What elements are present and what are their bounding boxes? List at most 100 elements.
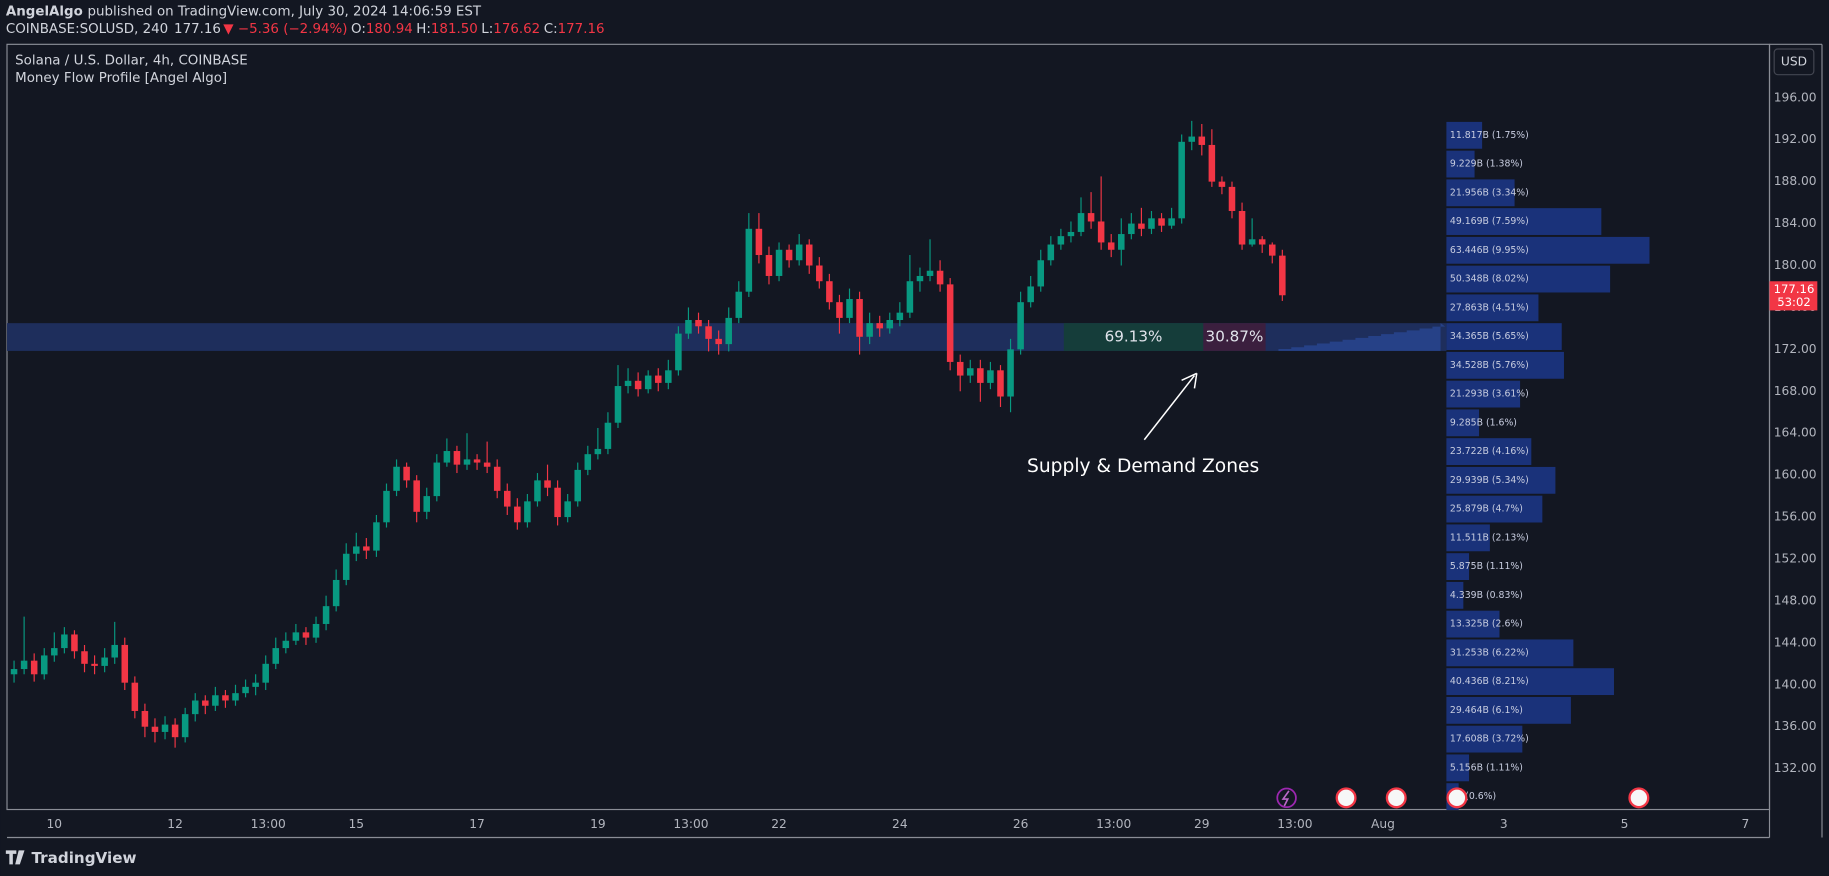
price-tag <box>1769 281 1818 311</box>
candle-body <box>473 459 481 463</box>
ohlc-value: 177.16 <box>558 22 605 37</box>
annotation-arrow <box>1143 375 1196 441</box>
x-tick-label: 3 <box>1500 817 1508 831</box>
profile-bar <box>1446 495 1543 523</box>
candle-body <box>151 726 159 732</box>
candle-body <box>624 380 632 387</box>
candle-body <box>1067 231 1075 237</box>
profile-bar <box>1446 639 1574 667</box>
candle-body <box>1198 136 1206 145</box>
profile-label: 63.446B (9.95%) <box>1450 245 1529 256</box>
zone-split <box>1203 323 1266 351</box>
event-icon[interactable] <box>1335 787 1357 809</box>
candle-body <box>282 640 290 649</box>
last-price: 177.16 <box>174 22 221 37</box>
y-tick-label: 132.00 <box>1774 761 1817 775</box>
published: published on TradingView.com, July 30, 2… <box>87 5 481 20</box>
profile-bar <box>1446 754 1470 782</box>
profile-label: 9.285B (1.6%) <box>1450 417 1517 428</box>
candle-body <box>10 669 18 675</box>
profile-label: 27.863B (4.51%) <box>1450 302 1529 313</box>
candle-body <box>896 312 904 321</box>
author: AngelAlgo <box>6 5 83 20</box>
candle-body <box>564 501 571 518</box>
profile-label: 11.511B (2.13%) <box>1450 532 1529 543</box>
candle-body <box>514 506 521 523</box>
candle-body <box>735 291 743 318</box>
profile-label: 5.156B (1.11%) <box>1450 762 1523 773</box>
profile-bar <box>1446 581 1464 609</box>
event-icons <box>1276 787 1650 809</box>
candle-body <box>363 546 370 551</box>
candle-body <box>1097 221 1105 243</box>
x-tick-label: Aug <box>1371 817 1395 831</box>
y-tick-label: 140.00 <box>1774 677 1817 691</box>
candle-body <box>373 522 380 551</box>
x-tick-label: 10 <box>47 817 63 831</box>
candle-body <box>906 281 914 313</box>
y-tick-label: 136.00 <box>1774 719 1817 733</box>
candle-body <box>111 644 118 658</box>
y-tick-label: 180.00 <box>1774 258 1817 272</box>
profile-bar <box>1446 438 1532 466</box>
candle-body <box>1258 239 1266 245</box>
ohlc-label: L: <box>481 22 493 37</box>
candle-body <box>403 466 410 481</box>
currency-label[interactable]: USD <box>1781 54 1807 68</box>
currency-button[interactable] <box>1773 48 1815 76</box>
candle-body <box>1248 239 1256 245</box>
plot-area <box>7 120 1447 748</box>
y-tick-label: 144.00 <box>1774 635 1817 649</box>
candle-body <box>222 695 229 701</box>
candle-body <box>785 249 793 261</box>
candle-body <box>534 480 541 502</box>
candle-body <box>423 496 431 512</box>
candle-body <box>795 244 803 261</box>
x-tick-label: 17 <box>469 817 485 831</box>
candle-body <box>1107 242 1115 250</box>
lightning <box>1281 790 1290 807</box>
candle-body <box>181 714 189 738</box>
event-icon[interactable] <box>1385 787 1407 809</box>
candle-body <box>916 275 924 282</box>
x-tick-label: 24 <box>892 817 908 831</box>
candle-body <box>805 244 813 266</box>
candle-body <box>755 228 763 256</box>
candle-body <box>1138 223 1145 229</box>
candle-body <box>121 644 129 683</box>
candle-body <box>1228 186 1236 211</box>
candle-body <box>322 606 330 624</box>
profile-label: 23.722B (4.16%) <box>1450 446 1529 457</box>
x-tick-label: 5 <box>1621 817 1629 831</box>
candle-body <box>765 255 773 276</box>
candle-body <box>1268 244 1276 256</box>
candle-body <box>956 361 964 376</box>
event-icon[interactable] <box>1628 787 1650 809</box>
profile-label: 29.939B (5.34%) <box>1450 475 1529 486</box>
y-tick-label: 152.00 <box>1774 551 1817 565</box>
candle-body <box>584 454 592 470</box>
event-icon[interactable] <box>1446 787 1468 809</box>
ohlc-value: 181.50 <box>431 22 478 37</box>
candle-body <box>1279 255 1286 296</box>
candle-body <box>483 462 491 467</box>
candle-body <box>1238 210 1246 245</box>
candle-body <box>554 487 561 518</box>
zone-split-label: 69.13% <box>1105 328 1163 346</box>
ohlc-label: O: <box>351 22 366 37</box>
x-tick-label: 22 <box>771 817 787 831</box>
x-tick-label: 12 <box>167 817 183 831</box>
profile-bar <box>1446 323 1562 350</box>
candle-body <box>81 651 88 664</box>
legend-indicator: Money Flow Profile [Angel Algo] <box>15 71 227 86</box>
ohlc-label: H: <box>416 22 431 37</box>
x-tick-label: 13:00 <box>1096 817 1131 831</box>
candle-body <box>1057 236 1065 245</box>
candle-body <box>886 320 894 329</box>
y-tick-label: 196.00 <box>1774 90 1817 104</box>
candle-body <box>202 700 209 706</box>
candle-body <box>987 370 994 383</box>
event-icon[interactable] <box>1276 787 1297 809</box>
candle-body <box>644 375 652 390</box>
